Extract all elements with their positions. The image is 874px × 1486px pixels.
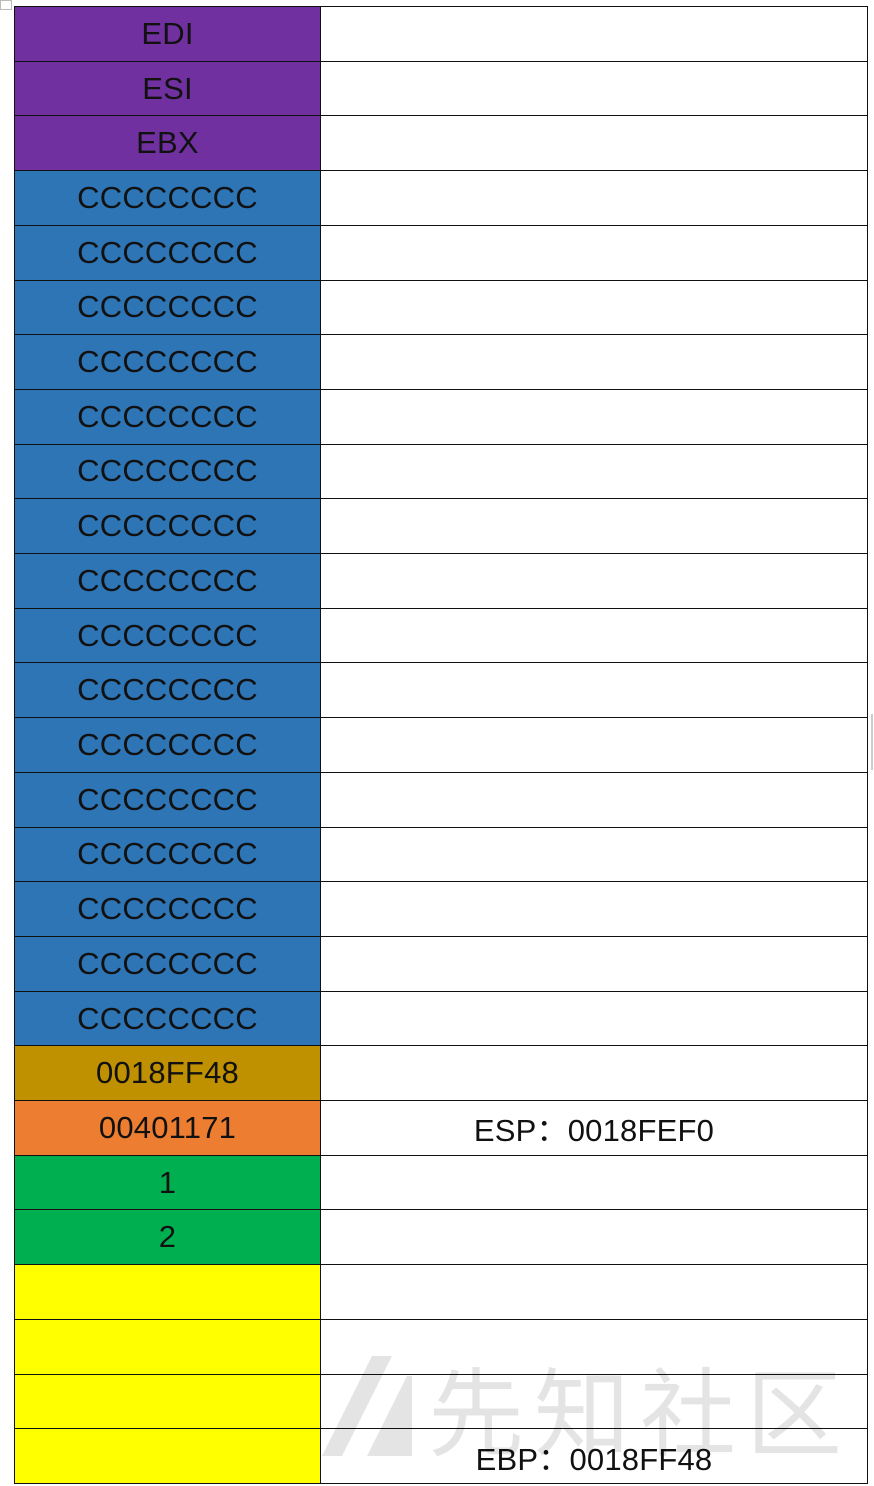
column-resize-handle[interactable]: [871, 714, 873, 770]
stack-row: CCCCCCCC: [14, 990, 868, 1047]
stack-row: CCCCCCCC: [14, 935, 868, 992]
stack-note-cell: [320, 826, 868, 883]
stack-value-cell: 0018FF48: [14, 1045, 321, 1102]
stack-note-cell: [320, 334, 868, 390]
stack-value-cell: [14, 1373, 321, 1430]
stack-value-cell: CCCCCCCC: [14, 224, 321, 281]
stack-note-cell: [320, 1045, 868, 1102]
stack-value-cell: CCCCCCCC: [14, 607, 321, 664]
stack-value-cell: CCCCCCCC: [14, 717, 321, 773]
stack-value-cell: [14, 1264, 321, 1320]
stack-row: 00401171 ESP：0018FEF0: [14, 1100, 868, 1156]
table-move-handle-icon[interactable]: [0, 0, 12, 10]
stack-row: CCCCCCCC: [14, 170, 868, 226]
stack-note-cell: [320, 1318, 868, 1375]
stack-row: EBX: [14, 115, 868, 172]
stack-frame-table: EDI ESI EBX CCCCCCCC CCCCCCCC CCCCCCCC CCCCCCC…: [14, 6, 868, 1484]
stack-frame-body: EDI ESI EBX CCCCCCCC CCCCCCCC CCCCCCCC CCCCCCC…: [14, 6, 868, 1484]
stack-value-cell: ESI: [14, 60, 321, 117]
stack-value-cell: 00401171: [14, 1100, 321, 1156]
stack-value-cell: 2: [14, 1209, 321, 1266]
stack-row: CCCCCCCC: [14, 498, 868, 555]
stack-note-cell: [320, 224, 868, 281]
stack-note-cell: [320, 881, 868, 937]
stack-row: 1: [14, 1154, 868, 1211]
stack-value-cell: CCCCCCCC: [14, 279, 321, 336]
stack-value-cell: CCCCCCCC: [14, 771, 321, 828]
stack-row: CCCCCCCC: [14, 553, 868, 609]
stack-value-cell: CCCCCCCC: [14, 443, 321, 500]
stack-row: [14, 1318, 868, 1375]
stack-row: CCCCCCCC: [14, 717, 868, 773]
stack-note-cell: [320, 170, 868, 226]
stack-row: [14, 1373, 868, 1430]
stack-row: CCCCCCCC: [14, 607, 868, 664]
stack-note-cell: [320, 553, 868, 609]
stack-value-cell: CCCCCCCC: [14, 990, 321, 1047]
stack-note-cell: [320, 498, 868, 555]
stack-row: 0018FF48: [14, 1045, 868, 1102]
stack-row: 2: [14, 1209, 868, 1266]
stack-value-cell: CCCCCCCC: [14, 388, 321, 445]
stack-row: CCCCCCCC: [14, 388, 868, 445]
stack-value-cell: [14, 1318, 321, 1375]
stack-note-cell: ESP：0018FEF0: [320, 1100, 868, 1156]
stack-note-cell: [320, 1209, 868, 1266]
stack-note-cell: [320, 935, 868, 992]
stack-note-cell: [320, 279, 868, 336]
stack-note-cell: EBP：0018FF48: [320, 1428, 868, 1484]
stack-value-cell: CCCCCCCC: [14, 662, 321, 719]
stack-value-cell: EBX: [14, 115, 321, 172]
stack-value-cell: CCCCCCCC: [14, 498, 321, 555]
stack-note-cell: [320, 771, 868, 828]
stack-note-cell: [320, 990, 868, 1047]
stack-note-cell: [320, 607, 868, 664]
stack-note-cell: [320, 443, 868, 500]
stack-value-cell: 1: [14, 1154, 321, 1211]
stack-note-cell: [320, 1264, 868, 1320]
stack-row: CCCCCCCC: [14, 279, 868, 336]
stack-row: EBP：0018FF48: [14, 1428, 868, 1484]
stack-row: CCCCCCCC: [14, 334, 868, 390]
stack-row: [14, 1264, 868, 1320]
stack-value-cell: CCCCCCCC: [14, 334, 321, 390]
stack-row: CCCCCCCC: [14, 771, 868, 828]
stack-value-cell: CCCCCCCC: [14, 935, 321, 992]
stack-note-cell: [320, 115, 868, 172]
stack-row: EDI: [14, 6, 868, 62]
stack-note-cell: [320, 1373, 868, 1430]
stack-row: CCCCCCCC: [14, 443, 868, 500]
stack-value-cell: [14, 1428, 321, 1484]
stack-note-cell: [320, 717, 868, 773]
stack-value-cell: CCCCCCCC: [14, 170, 321, 226]
stack-row: CCCCCCCC: [14, 662, 868, 719]
stack-note-cell: [320, 662, 868, 719]
stack-note-cell: [320, 6, 868, 62]
stack-value-cell: CCCCCCCC: [14, 881, 321, 937]
stack-note-cell: [320, 388, 868, 445]
stack-value-cell: CCCCCCCC: [14, 553, 321, 609]
stack-note-cell: [320, 60, 868, 117]
stack-value-cell: EDI: [14, 6, 321, 62]
stack-note-cell: [320, 1154, 868, 1211]
stack-row: CCCCCCCC: [14, 826, 868, 883]
stack-row: CCCCCCCC: [14, 881, 868, 937]
stack-row: ESI: [14, 60, 868, 117]
stack-row: CCCCCCCC: [14, 224, 868, 281]
stack-value-cell: CCCCCCCC: [14, 826, 321, 883]
